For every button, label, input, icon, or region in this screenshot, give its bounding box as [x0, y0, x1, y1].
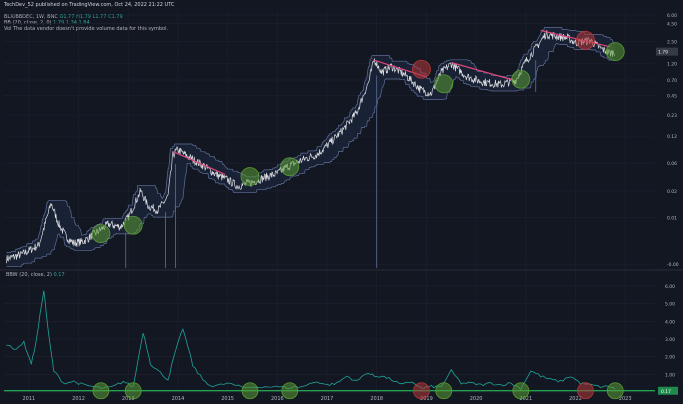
last-price-label: 1.79	[658, 50, 668, 56]
symbol-name: BLX/BBDEC, 1W, BNC	[4, 14, 58, 20]
price-signal-red	[412, 59, 431, 79]
y-tick-label: 0.06	[667, 161, 677, 167]
x-tick-label: 2018	[370, 396, 383, 402]
x-tick-label: 2017	[321, 396, 334, 402]
bbw-signal-red	[577, 382, 594, 400]
bbw-signal-green	[606, 382, 624, 400]
bbw-y-tick-label: 5.00	[665, 302, 675, 308]
x-tick-label: 2023	[619, 396, 632, 402]
bbw-signal-green	[241, 382, 259, 400]
bbw-y-tick-label: 3.00	[665, 337, 675, 343]
price-signal-green	[605, 42, 625, 62]
bbw-line	[6, 290, 616, 391]
price-signal-green	[91, 224, 111, 243]
trend-line	[172, 151, 226, 176]
y-tick-label: 2.50	[667, 40, 677, 46]
y-tick-label: 0.02	[667, 189, 677, 195]
y-tick-label: 0.01	[667, 215, 677, 221]
x-tick-label: 2020	[470, 396, 483, 402]
price-signal-green	[434, 74, 454, 94]
bbw-signal-green	[512, 382, 530, 400]
publish-info: TechDev_52 published on TradingView.com,…	[4, 2, 175, 8]
bbw-last-label: 0.17	[661, 389, 671, 395]
bb-label: BB (20, close, 2, 0)	[4, 20, 52, 26]
y-tick-label: 0.12	[667, 134, 677, 140]
x-tick-label: 2015	[221, 396, 234, 402]
bbw-y-tick-label: 2.00	[665, 355, 675, 361]
y-tick-label: 0.45	[667, 94, 677, 100]
price-signal-red	[576, 30, 595, 50]
bbw-y-tick-label: 4.00	[665, 319, 675, 325]
x-tick-label: 2012	[72, 396, 85, 402]
bbw-signal-green	[281, 382, 299, 400]
last-price-box	[656, 47, 678, 56]
x-tick-label: 2013	[122, 396, 135, 402]
x-tick-label: 2022	[569, 396, 582, 402]
volume-note: Vol The data vendor doesn't provide volu…	[4, 26, 169, 32]
price-signal-green	[123, 215, 143, 235]
bbw-signal-green	[124, 382, 142, 400]
x-tick-label: 2011	[22, 396, 35, 402]
price-signal-green	[511, 69, 531, 89]
x-tick-label: 2019	[420, 396, 433, 402]
bb-legend: BB (20, close, 2, 0) 1.79 1.34 1.84	[4, 20, 90, 26]
bbw-signal-red	[413, 382, 430, 400]
x-tick-label: 2016	[271, 396, 284, 402]
symbol-legend: BLX/BBDEC, 1W, BNC O1.77 H1.79 L1.77 C1.…	[4, 14, 123, 20]
trend-line	[540, 29, 611, 48]
bbw-y-tick-label: 6.00	[665, 284, 675, 290]
x-tick-label: 2014	[172, 396, 185, 402]
trend-line	[451, 61, 514, 81]
ohlc-values: O1.77 H1.79 L1.77 C1.79	[59, 14, 123, 20]
bbw-value: 0.17	[53, 272, 65, 278]
y-tick-label: -0.00	[667, 262, 679, 268]
y-tick-label: 6.00	[667, 13, 677, 19]
price-signal-green	[280, 157, 300, 177]
bbw-signal-green	[92, 382, 110, 400]
y-tick-label: 0.23	[667, 113, 677, 119]
bbw-signal-green	[435, 382, 453, 400]
y-tick-label: 0.70	[667, 78, 677, 84]
bb-values: 1.79 1.34 1.84	[53, 20, 90, 26]
y-tick-label: 1.20	[667, 62, 677, 68]
y-tick-label: 4.50	[667, 22, 677, 28]
x-tick-label: 2021	[519, 396, 532, 402]
bbw-last-box	[658, 386, 678, 395]
price-signal-green	[240, 167, 260, 186]
bbw-y-tick-label: 1.00	[665, 372, 675, 378]
